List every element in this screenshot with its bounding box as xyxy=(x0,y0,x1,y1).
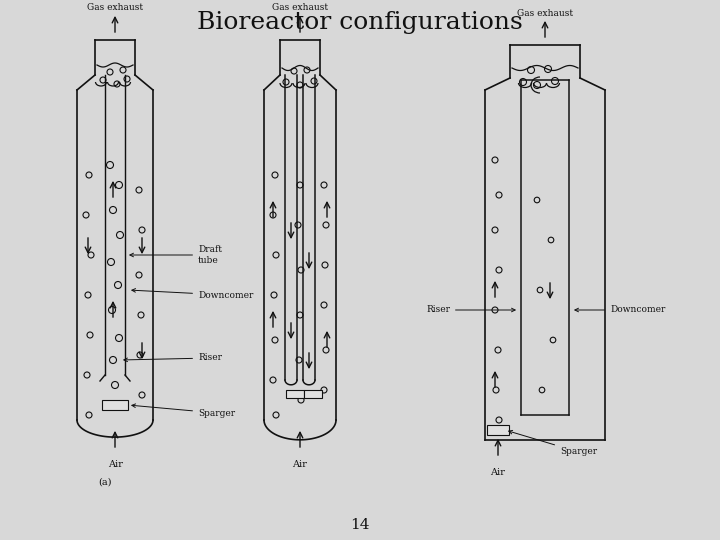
Text: Gas exhaust: Gas exhaust xyxy=(517,9,573,17)
Bar xyxy=(487,425,509,435)
Text: Air: Air xyxy=(107,460,122,469)
Text: Downcomer: Downcomer xyxy=(575,306,665,314)
Text: Sparger: Sparger xyxy=(132,404,235,417)
Text: Riser: Riser xyxy=(124,354,222,362)
Text: Draft
tube: Draft tube xyxy=(130,245,222,265)
Text: Riser: Riser xyxy=(426,306,515,314)
Bar xyxy=(102,400,128,410)
Text: Gas exhaust: Gas exhaust xyxy=(272,3,328,12)
Text: Sparger: Sparger xyxy=(509,430,597,456)
Bar xyxy=(304,390,322,398)
Text: Gas exhaust: Gas exhaust xyxy=(87,3,143,12)
Text: Bioreactor configurations: Bioreactor configurations xyxy=(197,10,523,33)
Text: 14: 14 xyxy=(350,518,370,532)
Text: (a): (a) xyxy=(98,477,112,487)
Bar xyxy=(286,390,304,398)
Text: Air: Air xyxy=(490,468,505,477)
Text: Air: Air xyxy=(292,460,307,469)
Text: Downcomer: Downcomer xyxy=(132,288,253,300)
